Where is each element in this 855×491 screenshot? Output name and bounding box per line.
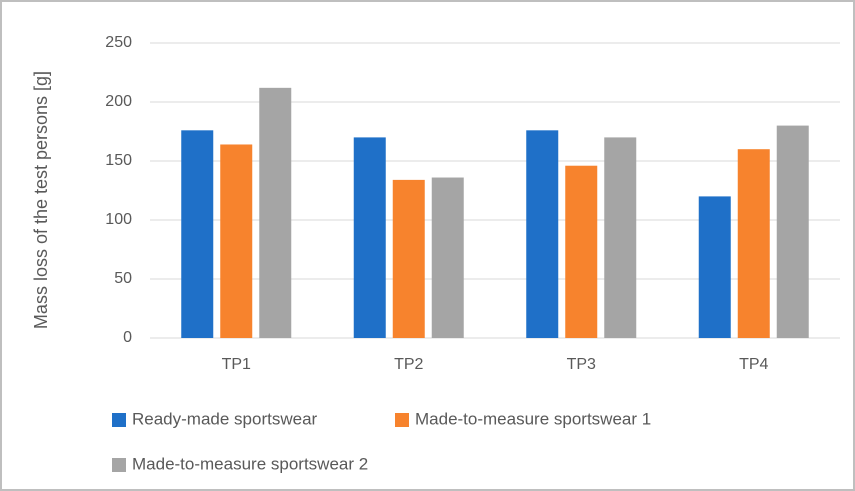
bar bbox=[392, 179, 425, 338]
bar bbox=[737, 149, 770, 338]
y-tick-label: 250 bbox=[105, 34, 132, 51]
bar bbox=[431, 177, 464, 338]
x-tick-label: TP1 bbox=[222, 356, 251, 373]
bar bbox=[259, 87, 292, 338]
y-tick-label: 150 bbox=[105, 152, 132, 169]
bar bbox=[698, 196, 731, 338]
y-tick-label: 100 bbox=[105, 211, 132, 228]
legend-swatch bbox=[112, 413, 126, 427]
x-tick-label: TP2 bbox=[394, 356, 423, 373]
legend-swatch bbox=[112, 458, 126, 472]
legend-swatch bbox=[395, 413, 409, 427]
bar bbox=[604, 137, 637, 338]
x-tick-label: TP4 bbox=[739, 356, 768, 373]
legend-label: Made-to-measure sportswear 2 bbox=[132, 454, 368, 473]
bar bbox=[353, 137, 386, 338]
y-axis-label: Mass loss of the test persons [g] bbox=[31, 71, 51, 329]
bar bbox=[220, 144, 253, 338]
y-tick-label: 0 bbox=[123, 329, 132, 346]
bar bbox=[776, 125, 809, 338]
bar bbox=[181, 130, 214, 338]
y-tick-label: 50 bbox=[114, 270, 132, 287]
y-tick-label: 200 bbox=[105, 93, 132, 110]
x-tick-label: TP3 bbox=[567, 356, 596, 373]
legend-label: Made-to-measure sportswear 1 bbox=[415, 409, 651, 428]
bar bbox=[526, 130, 559, 338]
bar bbox=[565, 165, 598, 338]
legend-label: Ready-made sportswear bbox=[132, 409, 318, 428]
